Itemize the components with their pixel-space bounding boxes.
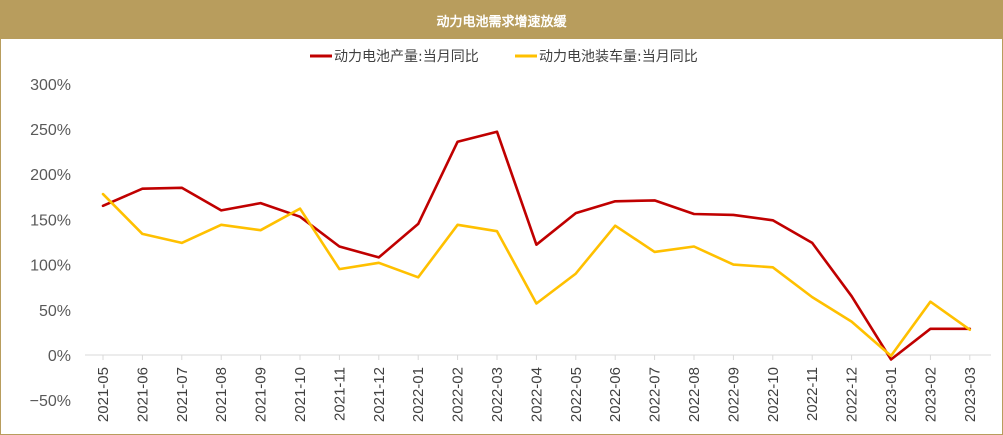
x-tick-label: 2022-04	[528, 367, 545, 422]
legend-label-2: 动力电池装车量:当月同比	[539, 48, 698, 65]
x-tick-label: 2022-01	[410, 367, 427, 422]
x-tick-label: 2023-02	[922, 367, 939, 422]
legend-label-1: 动力电池产量:当月同比	[334, 49, 479, 65]
series-line-1	[101, 130, 972, 361]
x-tick-label: 2023-01	[883, 367, 900, 422]
x-tick-label: 2021-09	[253, 367, 270, 422]
x-tick-label: 2022-07	[647, 367, 664, 422]
y-tick-label: 0%	[48, 348, 71, 365]
y-axis: 300% 250% 200% 150% 100% 50% 0% −50%	[30, 77, 991, 410]
x-tick-label: 2021-08	[213, 367, 230, 422]
x-tick-label: 2022-03	[489, 367, 506, 422]
x-tick-label: 2021-05	[95, 367, 112, 422]
y-tick-label: 250%	[30, 122, 71, 139]
y-tick-label: −50%	[30, 393, 71, 410]
x-tick-label: 2022-12	[844, 367, 861, 422]
x-tick-label: 2021-10	[292, 367, 309, 422]
x-tick-label: 2021-11	[331, 367, 348, 421]
y-tick-label: 100%	[30, 258, 71, 275]
x-tick-label: 2022-11	[804, 367, 821, 421]
y-tick-label: 300%	[30, 77, 71, 94]
x-tick-label: 2022-02	[450, 367, 467, 422]
y-tick-label: 50%	[39, 303, 71, 320]
x-tick-label: 2022-06	[607, 367, 624, 422]
x-tick-label: 2022-05	[568, 367, 585, 422]
x-tick-label: 2022-10	[765, 367, 782, 422]
chart-title: 动力电池需求增速放缓	[1, 1, 1002, 39]
legend: 动力电池产量:当月同比 动力电池装车量:当月同比	[310, 48, 698, 65]
x-tick-label: 2022-09	[725, 367, 742, 422]
x-tick-label: 2023-03	[962, 367, 979, 422]
y-tick-label: 150%	[30, 212, 71, 229]
series-lines	[101, 130, 972, 361]
x-tick-label: 2022-08	[686, 367, 703, 422]
x-tick-label: 2021-07	[174, 367, 191, 422]
series-line-2	[101, 192, 972, 358]
y-tick-label: 200%	[30, 167, 71, 184]
x-tick-label: 2021-12	[371, 367, 388, 422]
x-tick-label: 2021-06	[134, 367, 151, 422]
x-axis: 2021-05 2021-06 2021-07 2021-08 2021-09 2021-…	[95, 355, 979, 422]
